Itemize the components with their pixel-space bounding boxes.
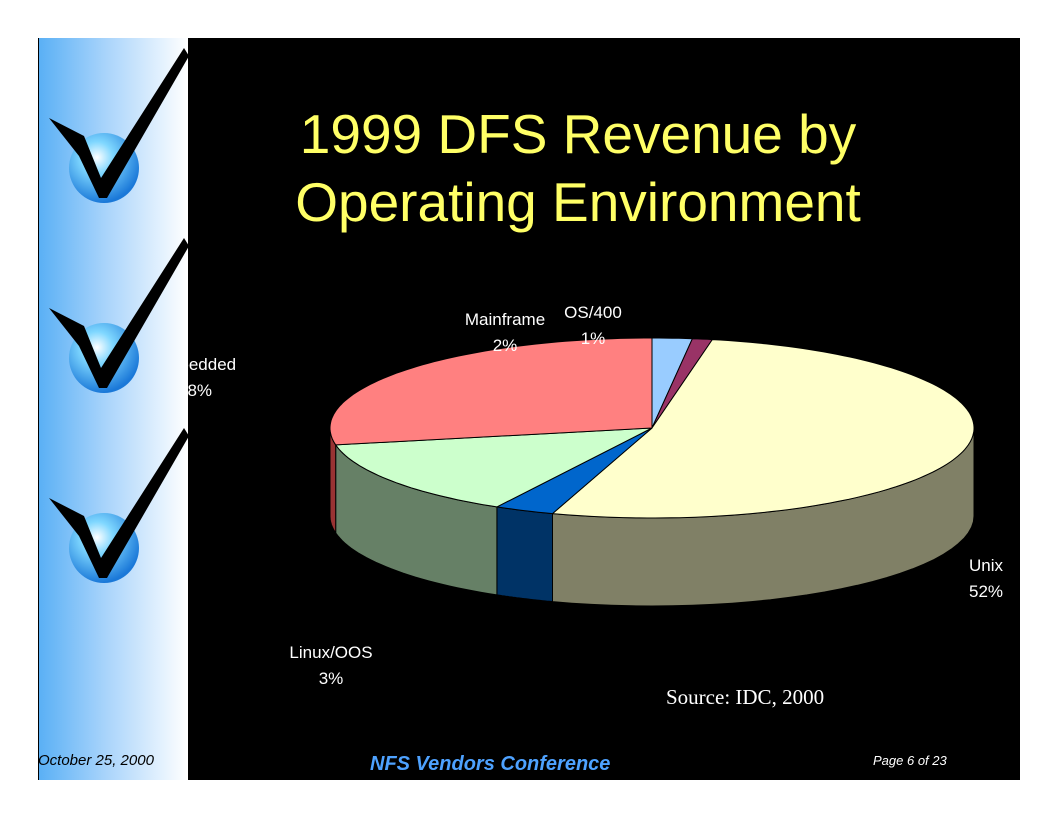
pie-chart: Mainframe2%OS/4001%Unix52%Linux/OOS3%32-… bbox=[188, 303, 1004, 688]
pie-slice-embedded bbox=[329, 337, 653, 446]
pie-value-unix: 52% bbox=[969, 582, 1003, 601]
pie-value-mainframe: 2% bbox=[493, 336, 518, 355]
pie-slice-32-bit-windows bbox=[334, 427, 653, 508]
pie-value-linux-oos: 3% bbox=[319, 669, 344, 688]
pie-label-os-400: OS/400 bbox=[564, 303, 622, 322]
slide: 1999 DFS Revenue by Operating Environmen… bbox=[38, 38, 1020, 780]
footer-date: October 25, 2000 bbox=[38, 752, 154, 769]
pie-slice-linux-oos bbox=[495, 427, 653, 515]
footer-conference: NFS Vendors Conference bbox=[370, 753, 611, 775]
page-title: 1999 DFS Revenue by Operating Environmen… bbox=[228, 100, 928, 236]
title-line-2: Operating Environment bbox=[295, 171, 861, 233]
pie-value-embedded: 28% bbox=[188, 381, 212, 400]
source-note: Source: IDC, 2000 bbox=[666, 685, 825, 709]
pie-label-embedded: Embedded bbox=[188, 355, 236, 374]
check-ball-icon bbox=[49, 238, 189, 393]
pie-label-unix: Unix bbox=[969, 556, 1004, 575]
check-ball-icon bbox=[49, 48, 189, 203]
pie-tops bbox=[329, 337, 975, 519]
sidebar bbox=[38, 38, 189, 780]
pie-label-linux-oos: Linux/OOS bbox=[289, 643, 372, 662]
pie-value-os-400: 1% bbox=[581, 329, 606, 348]
footer-page-number: Page 6 of 23 bbox=[873, 753, 947, 768]
pie-labels: Mainframe2%OS/4001%Unix52%Linux/OOS3%32-… bbox=[188, 303, 1004, 688]
pie-slice-unix bbox=[551, 339, 975, 519]
check-ball-icon bbox=[49, 428, 189, 583]
pie-label-mainframe: Mainframe bbox=[465, 310, 545, 329]
pie-side-linux-oos bbox=[496, 506, 553, 603]
title-line-1: 1999 DFS Revenue by bbox=[299, 103, 857, 165]
